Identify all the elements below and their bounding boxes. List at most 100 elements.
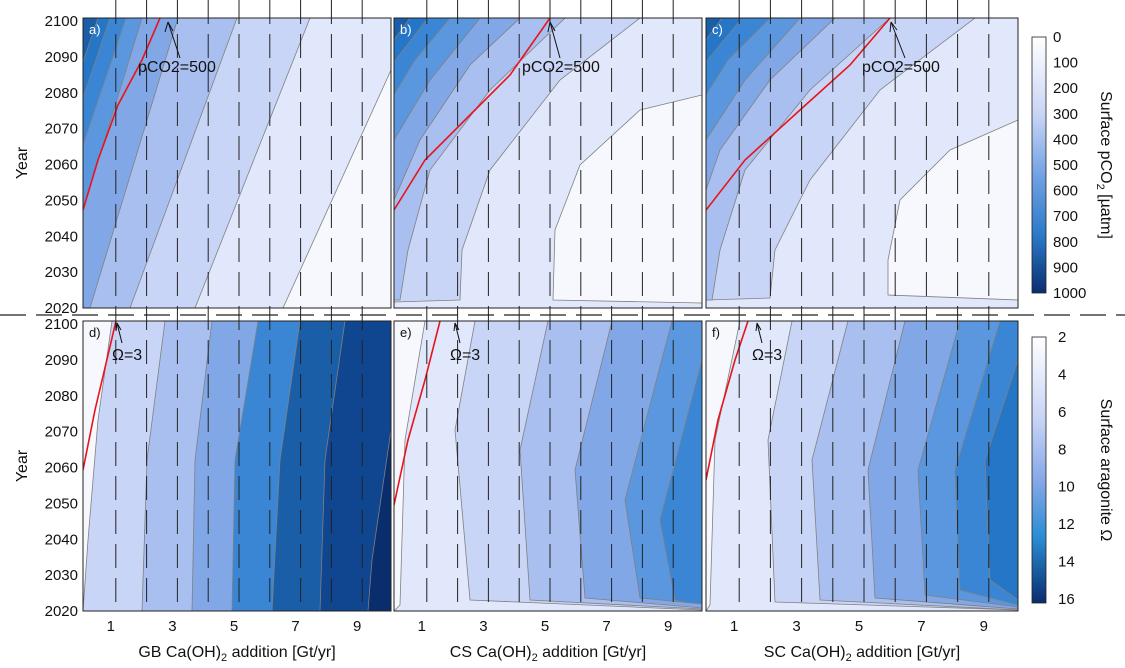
panel-label-b: b) (400, 22, 412, 37)
panel-c (706, 18, 1018, 308)
omega-tick: 4 (1058, 366, 1066, 383)
pco2-tick: 1000 (1053, 285, 1086, 302)
threshold-line (83, 18, 161, 211)
y-tick-labels: 2020203020402050206020702080209021002020… (45, 13, 78, 620)
x-tick: 3 (168, 618, 176, 635)
year-tick: 2060 (45, 460, 78, 477)
panel-label-e: e) (400, 325, 412, 340)
year-tick: 2070 (45, 424, 78, 441)
x-tick: 5 (855, 618, 863, 635)
threshold-line (706, 18, 891, 211)
band-4 (394, 321, 702, 611)
omega-tick: 14 (1058, 554, 1075, 571)
year-tick: 2090 (45, 49, 78, 66)
x-tick: 5 (230, 618, 238, 635)
colorbar-title-pco2: Surface pCO2 [µatm] (1094, 91, 1114, 239)
x-tick: 3 (792, 618, 800, 635)
annotation-c: pCO2=500 (862, 21, 940, 76)
colorbar-tick-labels: 0 100 200 300 400 500 600 700 800 900 1000 2 4 6 8 10 12… (1053, 29, 1086, 608)
x-tick: 1 (107, 618, 115, 635)
band-3 (394, 321, 702, 611)
omega-tick: 12 (1058, 516, 1075, 533)
year-tick: 2080 (45, 388, 78, 405)
x-tick: 7 (291, 618, 299, 635)
colorbar-omega (1031, 336, 1047, 604)
annotation-label: Ω=3 (112, 347, 142, 364)
threshold-line (394, 18, 551, 211)
panel-label-a: a) (89, 22, 101, 37)
omega-tick: 16 (1058, 591, 1075, 608)
annotation-e: Ω=3 (450, 322, 480, 364)
annotation-label: Ω=3 (752, 347, 782, 364)
x-tick: 5 (541, 618, 549, 635)
x-tick: 1 (418, 618, 426, 635)
panel-b (394, 18, 702, 308)
pco2-tick: 500 (1053, 157, 1078, 174)
pco2-tick: 0 (1053, 29, 1061, 46)
band-3 (706, 321, 1018, 611)
annotation-label: pCO2=500 (138, 59, 216, 76)
x-tick: 3 (479, 618, 487, 635)
band-2 (83, 321, 113, 611)
omega-tick: 2 (1058, 329, 1066, 346)
x-tick: 7 (917, 618, 925, 635)
band-8 (83, 18, 99, 63)
annotation-b: pCO2=500 (522, 21, 600, 76)
year-tick: 2050 (45, 495, 78, 512)
threshold-line (706, 321, 749, 481)
band-4 (706, 321, 1018, 611)
x-tick: 7 (602, 618, 610, 635)
pco2-tick: 600 (1053, 183, 1078, 200)
year-tick: 2060 (45, 157, 78, 174)
annotation-label: pCO2=500 (522, 59, 600, 76)
year-tick: 2040 (45, 228, 78, 245)
year-tick: 2040 (45, 531, 78, 548)
y-axis-title-bottom: Year (14, 449, 31, 482)
panel-a (83, 18, 391, 308)
year-tick: 2020 (45, 603, 78, 620)
annotation-a: pCO2=500 (138, 21, 216, 76)
x-tick: 9 (353, 618, 361, 635)
band-8 (706, 18, 723, 41)
year-tick: 2100 (45, 13, 78, 30)
year-tick: 2100 (45, 316, 78, 333)
panel-f (706, 321, 1018, 611)
y-axis-title-top: Year (14, 146, 31, 179)
x-tick: 1 (730, 618, 738, 635)
pco2-tick: 800 (1053, 234, 1078, 251)
x-tick-labels: 1 3 5 7 9 1 3 5 7 9 1 3 5 7 9 (107, 618, 988, 635)
year-tick: 2080 (45, 85, 78, 102)
x-tick: 9 (980, 618, 988, 635)
panel-frames (82, 17, 1019, 612)
band-8 (394, 18, 411, 41)
colorbar-title-omega: Surface aragonite Ω (1097, 399, 1114, 542)
annotation-label: Ω=3 (450, 347, 480, 364)
pco2-tick: 300 (1053, 106, 1078, 123)
year-tick: 2030 (45, 567, 78, 584)
band-7 (706, 18, 743, 63)
omega-tick: 6 (1058, 404, 1066, 421)
pco2-tick: 100 (1053, 55, 1078, 72)
band-2 (706, 321, 741, 611)
year-tick: 2090 (45, 352, 78, 369)
year-tick: 2070 (45, 121, 78, 138)
annotation-label: pCO2=500 (862, 59, 940, 76)
panel-label-d: d) (89, 325, 101, 340)
x-axis-title-gb: GB Ca(OH)2 addition [Gt/yr] (138, 644, 335, 664)
omega-tick: 10 (1058, 479, 1075, 496)
year-tick: 2050 (45, 192, 78, 209)
pco2-tick: 900 (1053, 259, 1078, 276)
panel-e (394, 321, 702, 611)
pco2-tick: 200 (1053, 80, 1078, 97)
threshold-line (394, 321, 441, 506)
annotation-d: Ω=3 (112, 322, 142, 364)
x-axis-title-sc: SC Ca(OH)2 addition [Gt/yr] (764, 644, 960, 664)
band-7 (394, 18, 429, 63)
band-4 (83, 321, 166, 611)
year-tick: 2020 (45, 300, 78, 317)
annotation-f: Ω=3 (752, 322, 782, 364)
x-axis-title-cs: CS Ca(OH)2 addition [Gt/yr] (450, 644, 646, 664)
omega-tick: 8 (1058, 441, 1066, 458)
panel-label-c: c) (712, 22, 723, 37)
